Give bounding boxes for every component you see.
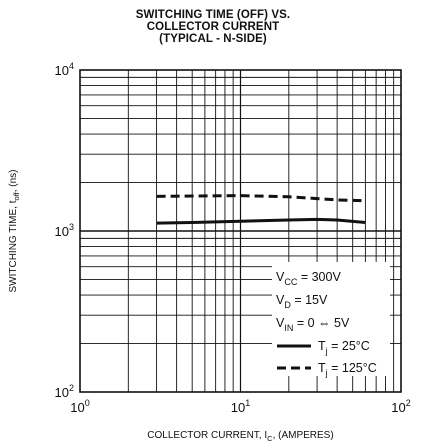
legend-background [272, 262, 390, 376]
chart-title-line-3: (TYPICAL - N-SIDE) [159, 33, 267, 45]
legend-label-0: Tj = 25°C [318, 339, 370, 356]
chart-title-line-2: COLLECTOR CURRENT [146, 21, 280, 33]
y-tick-label: 103 [55, 222, 74, 239]
y-axis-label: SWITCHING TIME, toff, (ns) [8, 169, 21, 292]
legend: VCC = 300V VD = 15V VIN = 0 ⇔ 5V Tj = 25°C T… [276, 270, 377, 378]
x-tick-label: 102 [391, 398, 410, 415]
condition-text: VIN = 0 ⇔ 5V [276, 316, 350, 333]
legend-label-1: Tj = 125°C [318, 361, 377, 378]
series-group [156, 194, 366, 225]
plot-frame [79, 69, 402, 393]
y-tick-label: 102 [55, 383, 74, 400]
x-axis-label: COLLECTOR CURRENT, IC, (AMPERES) [147, 430, 333, 443]
y-tick-label: 104 [55, 61, 74, 78]
x-tick-label: 100 [70, 398, 89, 415]
series-line-0 [156, 217, 366, 225]
series-line-1 [156, 194, 366, 203]
chart-title-line-1: SWITCHING TIME (OFF) VS. [135, 9, 291, 21]
condition-text: VCC = 300V [276, 270, 341, 287]
tick-labels: 100 101 102 102 103 104 [55, 61, 411, 415]
condition-text: VD = 15V [276, 293, 328, 310]
x-tick-label: 101 [231, 398, 250, 415]
